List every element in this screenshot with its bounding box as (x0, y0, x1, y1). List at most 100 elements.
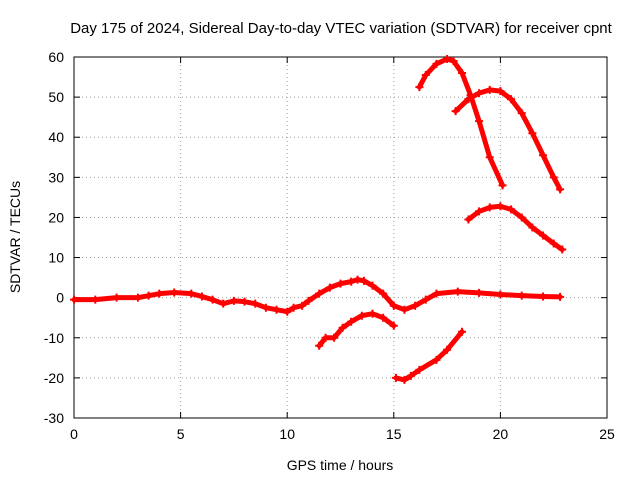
grid (74, 57, 607, 418)
x-tick-labels: 0 5 10 15 20 25 (70, 426, 615, 442)
x-tick-label: 10 (279, 426, 295, 442)
data-point (464, 215, 473, 224)
data-point (91, 295, 100, 304)
y-tick-label: -20 (44, 370, 64, 386)
data-point (389, 301, 398, 310)
data-point (133, 293, 142, 302)
data-point (208, 295, 217, 304)
data-point (464, 95, 473, 104)
data-point (353, 275, 362, 284)
chart-title: Day 175 of 2024, Sidereal Day-to-day VTE… (70, 20, 612, 37)
series-arc-5 (464, 202, 567, 254)
x-tick-label: 15 (386, 426, 402, 442)
data-point (443, 345, 452, 354)
data-point (219, 299, 228, 308)
data-point (368, 309, 377, 318)
data-point (298, 301, 307, 310)
data-point (261, 303, 270, 312)
data-point (330, 333, 339, 342)
x-tick-label: 20 (493, 426, 509, 442)
data-point (357, 311, 366, 320)
data-point (556, 292, 565, 301)
data-point (406, 371, 415, 380)
data-point (70, 295, 78, 304)
data-point (421, 295, 430, 304)
data-point (325, 283, 334, 292)
data-point (272, 305, 281, 314)
x-tick-label: 5 (177, 426, 185, 442)
data-point (144, 291, 153, 300)
data-point (496, 87, 505, 96)
data-point (485, 203, 494, 212)
data-point (517, 109, 526, 118)
y-tick-label: 20 (48, 209, 64, 225)
data-point (453, 287, 462, 296)
x-tick-label: 0 (70, 426, 78, 442)
data-point (485, 85, 494, 94)
y-tick-label: -30 (44, 410, 64, 426)
data-point (368, 281, 377, 290)
data-point (400, 375, 409, 384)
y-tick-label: 0 (56, 290, 64, 306)
data-point (391, 373, 400, 382)
y-tick-label: 50 (48, 89, 64, 105)
data-point (229, 296, 238, 305)
y-tick-label: 30 (48, 169, 64, 185)
series-line (416, 56, 506, 188)
data-point (347, 317, 356, 326)
data-point (304, 296, 313, 305)
data-point (251, 299, 260, 308)
data-point (549, 173, 558, 182)
axis-ticks (73, 56, 608, 419)
data-point (528, 129, 537, 138)
data-point (415, 365, 424, 374)
y-tick-label: 10 (48, 250, 64, 266)
series-arc-1 (315, 309, 398, 350)
y-tick-labels: -30 -20 -10 0 10 20 30 40 50 60 (44, 49, 64, 426)
data-point (421, 71, 430, 80)
data-point (336, 279, 345, 288)
data-point (432, 289, 441, 298)
data-point (432, 59, 441, 68)
data-point (411, 301, 420, 310)
data-point (549, 239, 558, 248)
data-point (432, 355, 441, 364)
y-tick-label: 60 (48, 49, 64, 65)
data-point (283, 307, 292, 316)
series-layer (70, 55, 567, 384)
series-arc-4 (451, 85, 565, 194)
data-point (289, 303, 298, 312)
data-point (170, 288, 179, 297)
data-point (539, 231, 548, 240)
data-point (400, 305, 409, 314)
data-point (379, 313, 388, 322)
data-point (528, 223, 537, 232)
data-point (315, 341, 324, 350)
data-point (539, 151, 548, 160)
data-point (517, 213, 526, 222)
data-point (321, 333, 330, 342)
data-point (197, 292, 206, 301)
y-tick-label: 40 (48, 129, 64, 145)
data-point (496, 290, 505, 299)
data-point (449, 57, 458, 66)
y-axis-label: SDTVAR / TECUs (7, 181, 23, 293)
x-axis-label: GPS time / hours (287, 457, 394, 473)
data-point (240, 297, 249, 306)
series-arc-3 (415, 55, 507, 190)
series-line (465, 203, 565, 253)
data-point (458, 69, 467, 78)
data-point (507, 95, 516, 104)
data-point (475, 288, 484, 297)
data-point (379, 289, 388, 298)
y-tick-label: -10 (44, 330, 64, 346)
data-point (475, 89, 484, 98)
data-point (556, 185, 565, 194)
data-point (315, 289, 324, 298)
data-point (415, 83, 424, 92)
data-point (359, 276, 368, 285)
data-point (485, 153, 494, 162)
data-point (496, 202, 505, 211)
data-point (155, 289, 164, 298)
